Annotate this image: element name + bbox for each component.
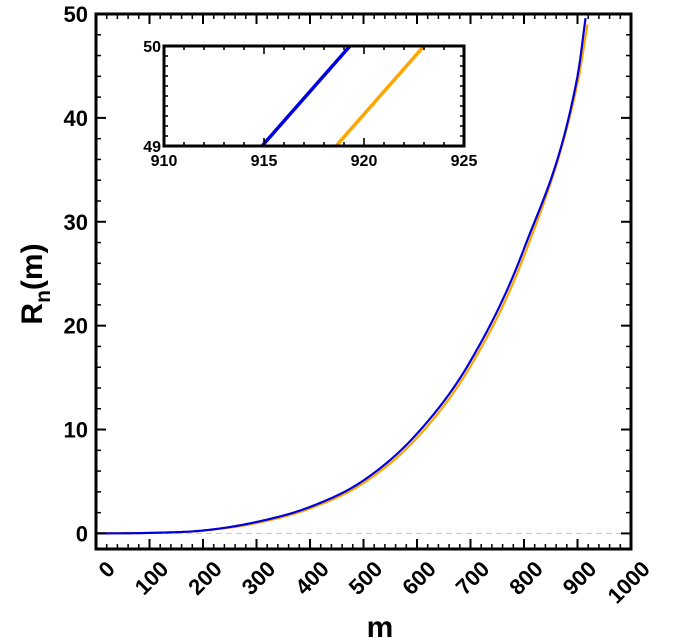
inset-x-tick-label: 925 [451,153,478,170]
inset-x-tick-label: 915 [251,153,278,170]
inset-series-group [260,46,426,146]
y-tick-label: 50 [64,2,88,27]
inset-background [164,46,464,146]
y-axis-title: Rn(m) [16,243,55,324]
y-axis-title-base: R [16,303,49,325]
inset-plot: 910 915 920 925 49 50 [143,39,477,170]
y-axis-title-suffix: (m) [16,243,49,290]
inset-y-tick-label: 49 [143,139,161,156]
inset-ticks [163,45,465,147]
y-tick-label: 20 [64,314,88,339]
main-ticks [95,13,632,549]
y-tick-label: 10 [64,418,88,443]
inset-x-tick-label: 920 [351,153,378,170]
y-tick-label: 30 [64,210,88,235]
y-axis-title-subscript: n [32,290,55,303]
inset-y-tick-label: 50 [143,39,161,56]
main-series-group [95,18,589,535]
inset-y-tick-labels: 49 50 [143,39,161,156]
y-tick-label: 40 [64,106,88,131]
inset-x-tick-label: 910 [151,153,178,170]
inset-x-tick-labels: 910 915 920 925 [151,153,478,170]
inset-series-line-1 [334,46,426,146]
inset-series-line-0 [260,46,352,146]
main-series-line-0 [95,18,587,535]
main-y-tick-labels: 0 10 20 30 40 50 [64,2,88,546]
x-axis-title: m [367,611,394,643]
y-tick-label: 0 [76,521,88,546]
